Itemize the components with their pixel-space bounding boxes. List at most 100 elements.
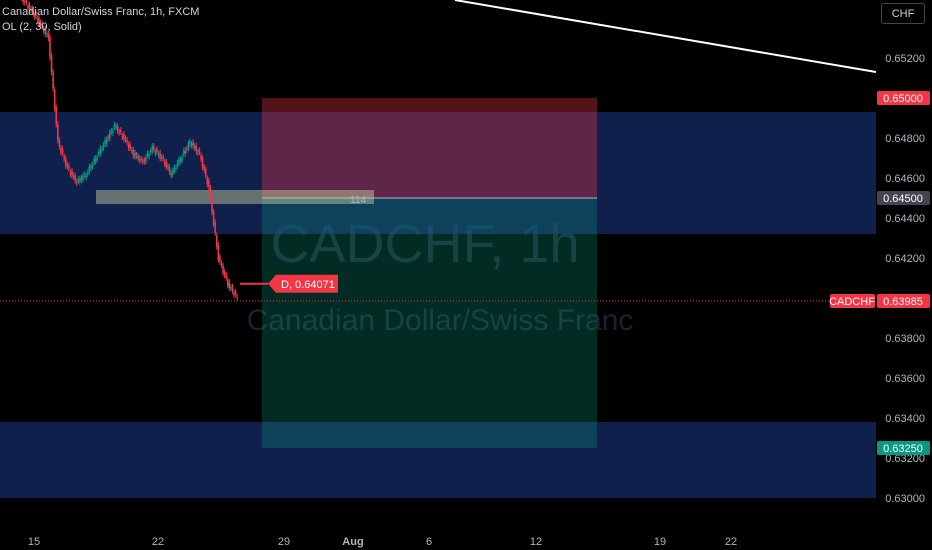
candle-body bbox=[74, 175, 76, 181]
candle-body bbox=[91, 164, 94, 167]
callout-bubble bbox=[268, 274, 338, 293]
currency-button[interactable]: CHF bbox=[881, 3, 925, 24]
candle-body bbox=[30, 8, 32, 10]
candle-body bbox=[223, 271, 226, 276]
candle-body bbox=[99, 148, 102, 154]
y-tick-label: 0.64400 bbox=[885, 213, 925, 225]
candle-body bbox=[145, 157, 147, 162]
candle-body bbox=[212, 211, 215, 225]
candle-body bbox=[186, 148, 188, 150]
candle-body bbox=[115, 126, 117, 128]
candle-body bbox=[219, 256, 221, 262]
candle-body bbox=[134, 152, 136, 157]
candle-body bbox=[217, 245, 220, 260]
candle-body bbox=[79, 178, 81, 182]
y-tick-label: 0.63000 bbox=[885, 493, 925, 505]
candle-body bbox=[209, 187, 212, 198]
candle-body bbox=[137, 156, 139, 159]
candle-body bbox=[50, 55, 53, 73]
candle-body bbox=[25, 0, 28, 3]
candle-body bbox=[60, 148, 62, 153]
candle-body bbox=[57, 124, 59, 141]
y-tick-label: 0.63800 bbox=[885, 333, 925, 345]
candle-body bbox=[233, 292, 235, 296]
candle-body bbox=[41, 23, 43, 26]
candle-body bbox=[127, 144, 130, 148]
candle-body bbox=[228, 282, 231, 288]
candle-body bbox=[119, 130, 122, 133]
candle-body bbox=[164, 161, 166, 165]
y-tick-label: 0.65200 bbox=[885, 53, 925, 65]
candle-body bbox=[234, 291, 237, 295]
candle-body bbox=[215, 235, 218, 247]
candle-body bbox=[192, 142, 194, 147]
candle-body bbox=[24, 1, 26, 3]
candle-body bbox=[132, 149, 135, 156]
price-tag-box bbox=[877, 91, 930, 105]
x-tick-label: Aug bbox=[342, 536, 363, 548]
candle-body bbox=[170, 173, 172, 176]
candle-body bbox=[116, 126, 119, 132]
candle-body bbox=[104, 140, 106, 145]
candle-body bbox=[124, 138, 127, 140]
candle-body bbox=[193, 146, 196, 148]
candle-body bbox=[112, 130, 114, 134]
candle-body bbox=[168, 167, 171, 172]
price-tag-box bbox=[877, 441, 930, 455]
candle-body bbox=[225, 274, 227, 278]
candle-body bbox=[22, 0, 25, 2]
candle-body bbox=[90, 166, 92, 169]
candle-body bbox=[61, 149, 64, 154]
candle-body bbox=[148, 154, 150, 157]
candle-body bbox=[179, 159, 182, 162]
candle-body bbox=[197, 151, 199, 153]
trend-line bbox=[454, 0, 877, 73]
candle-body bbox=[36, 18, 39, 20]
candle-body bbox=[165, 162, 168, 168]
price-tag-label: 0.64500 bbox=[883, 193, 923, 205]
position-label: 114 bbox=[350, 195, 366, 206]
symbol-title: Canadian Dollar/Swiss Franc, 1h, FXCM bbox=[2, 6, 200, 18]
candle-body bbox=[94, 158, 97, 162]
candle-body bbox=[173, 167, 176, 171]
candle-body bbox=[121, 135, 124, 137]
candle-body bbox=[108, 132, 111, 139]
candle-body bbox=[201, 158, 204, 168]
price-tag-label: 0.65000 bbox=[883, 93, 923, 105]
candle-body bbox=[231, 286, 234, 291]
x-tick-label: 15 bbox=[28, 536, 40, 548]
candle-body bbox=[69, 172, 72, 175]
candle-body bbox=[200, 155, 202, 160]
candle-body bbox=[211, 199, 213, 213]
candle-body bbox=[129, 144, 132, 149]
candle-body bbox=[47, 33, 50, 39]
candle-body bbox=[138, 158, 141, 161]
price-tag-2: 0.64500 bbox=[877, 191, 930, 205]
candle-body bbox=[230, 286, 232, 289]
candle-body bbox=[86, 172, 89, 175]
candle-body bbox=[105, 139, 108, 144]
price-tag-prefix-box bbox=[830, 294, 875, 308]
candle-body bbox=[142, 160, 144, 162]
x-tick-label: 29 bbox=[278, 536, 290, 548]
price-tag-1: 0.65000 bbox=[877, 91, 930, 105]
candle-body bbox=[39, 22, 42, 26]
candle-body bbox=[28, 4, 31, 9]
candle-body bbox=[27, 5, 29, 8]
candle-body bbox=[184, 150, 187, 155]
watermark-name: Canadian Dollar/Swiss Franc bbox=[247, 304, 634, 337]
candle-body bbox=[156, 149, 158, 152]
candle-body bbox=[53, 90, 56, 110]
y-tick-label: 0.64800 bbox=[885, 133, 925, 145]
indicator-legend[interactable]: OL (2, 30, Solid) bbox=[2, 21, 82, 33]
price-tag-box bbox=[877, 191, 930, 205]
candle-body bbox=[42, 28, 45, 31]
candle-body bbox=[131, 149, 133, 151]
candle-body bbox=[190, 143, 193, 146]
price-tag-label: 0.63985 bbox=[883, 296, 923, 308]
candle-body bbox=[178, 159, 180, 163]
candle-body bbox=[46, 33, 48, 35]
candle-body bbox=[175, 167, 177, 169]
candle-body bbox=[157, 153, 160, 155]
